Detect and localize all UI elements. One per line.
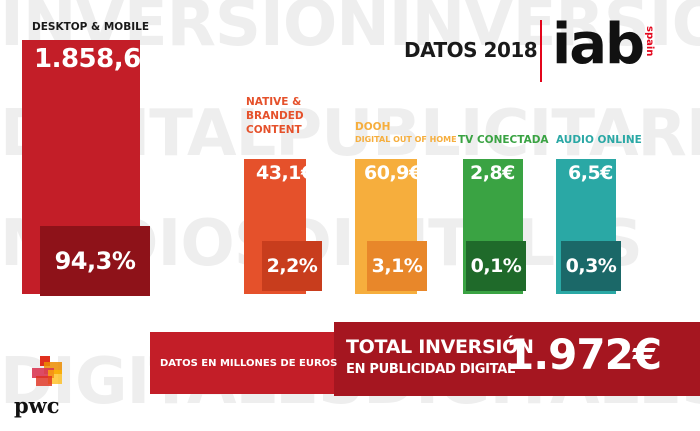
pwc-logo-icon: [32, 356, 62, 386]
share-label-audio: 0,3%: [561, 241, 621, 291]
total-value: 1.972€: [505, 330, 662, 379]
category-label-dooh: DOOH DIGITAL OUT OF HOME: [355, 120, 457, 146]
share-label-desktop: 94,3%: [40, 226, 150, 296]
category-sublabel: DIGITAL OUT OF HOME: [355, 135, 457, 144]
category-label-line: DESKTOP & MOBILE: [32, 21, 149, 33]
total-label: TOTAL INVERSIÓN EN PUBLICIDAD DIGITAL: [346, 335, 534, 381]
share-label-native: 2,2%: [262, 241, 322, 291]
category-label-native: NATIVE & BRANDED CONTENT: [246, 95, 304, 137]
value-label-audio: 6,5€: [568, 162, 613, 184]
category-label-line: CONTENT: [246, 124, 302, 136]
pwc-logo-text: pwc: [14, 393, 60, 418]
value-label-tv: 2,8€: [470, 162, 515, 184]
category-label-line: TV CONECTADA: [458, 134, 549, 146]
share-label-dooh: 3,1%: [367, 241, 427, 291]
total-banner-highlight: [334, 322, 700, 396]
share-label-tv: 0,1%: [466, 241, 526, 291]
header-divider: [540, 20, 542, 82]
value-label-dooh: 60,9€: [364, 162, 422, 184]
category-label-line: BRANDED: [246, 110, 304, 122]
total-label-line-2: EN PUBLICIDAD DIGITAL: [346, 362, 515, 377]
datos-year: DATOS 2018: [404, 38, 538, 62]
value-label-native: 43,1€: [256, 162, 314, 184]
category-label-line: DOOH: [355, 121, 391, 133]
unit-note: DATOS EN MILLONES DE EUROS: [160, 358, 338, 369]
header-title: DATOS 2018: [404, 38, 538, 62]
category-label-line: AUDIO ONLINE: [556, 134, 642, 146]
category-label-audio: AUDIO ONLINE: [556, 133, 642, 147]
iab-logo-sub: spain: [644, 26, 655, 57]
category-label-tv: TV CONECTADA: [458, 133, 549, 147]
value-label-desktop: 1.858,6€: [34, 44, 159, 74]
category-label-line: NATIVE &: [246, 96, 302, 108]
iab-logo: iab: [552, 12, 645, 77]
category-label-desktop: DESKTOP & MOBILE: [32, 20, 149, 34]
total-label-line-1: TOTAL INVERSIÓN: [346, 336, 534, 358]
